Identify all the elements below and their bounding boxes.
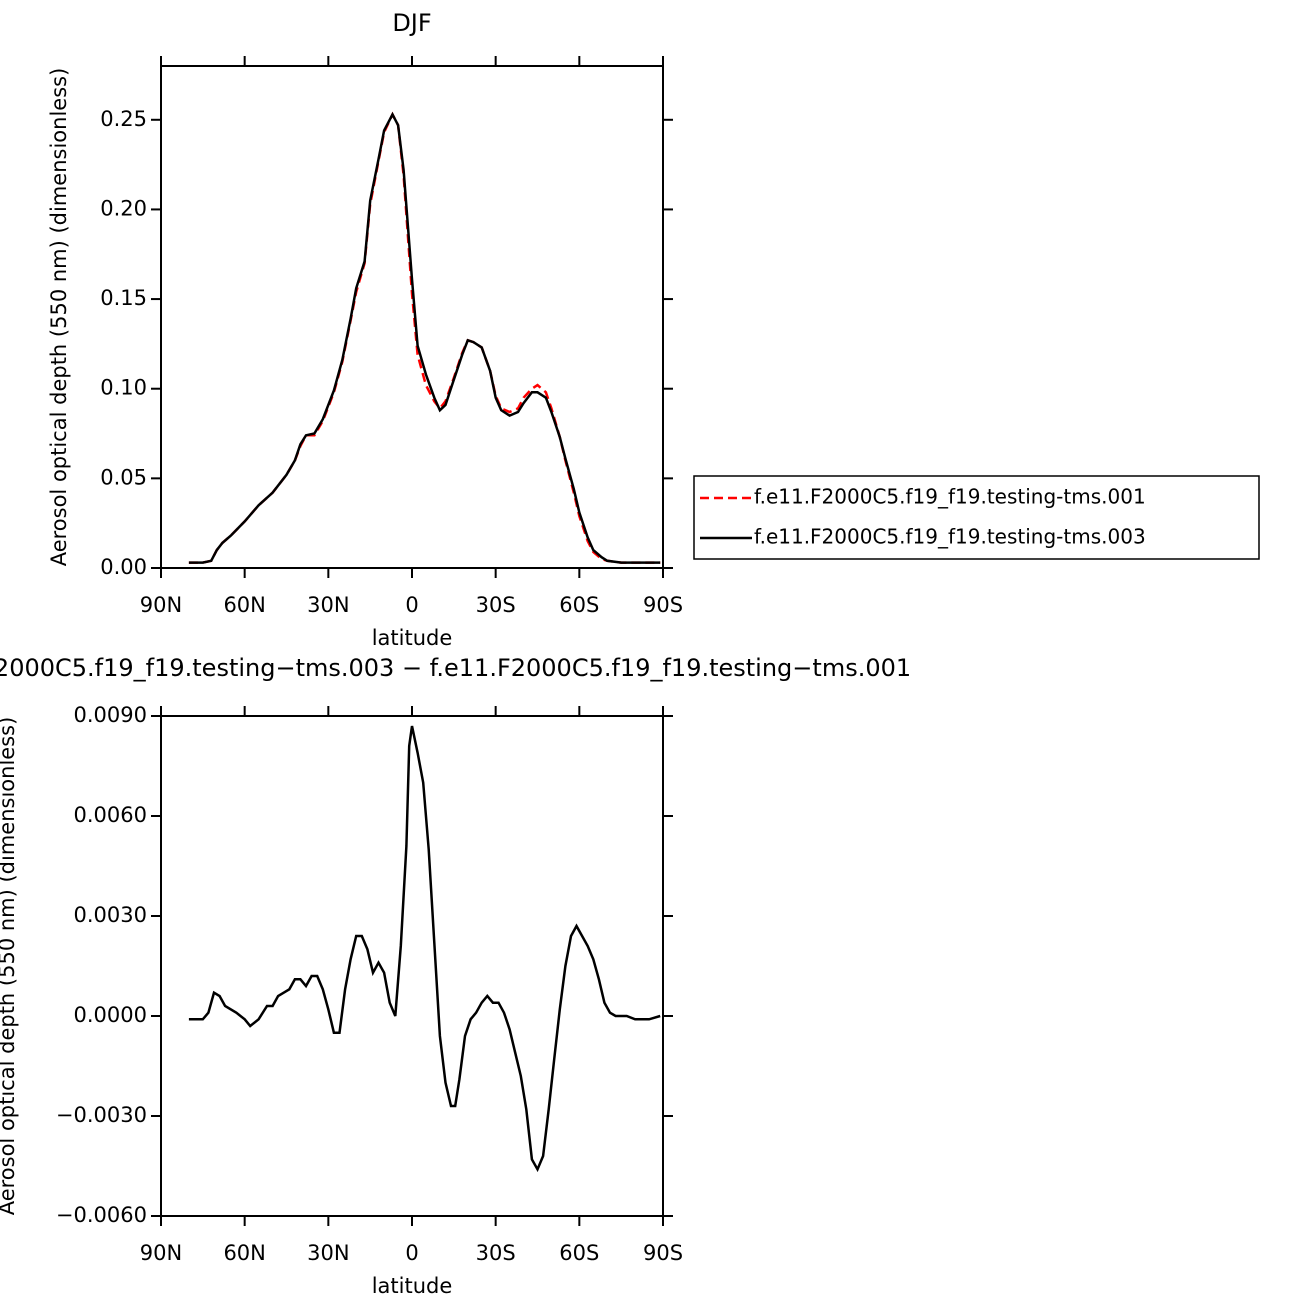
series-line	[188, 111, 661, 564]
y-tick-label: 0.10	[100, 376, 147, 400]
legend-label: f.e11.F2000C5.f19_f19.testing-tms.001	[754, 485, 1146, 509]
plot-frame	[160, 715, 664, 1217]
chart-title: f.e11.F2000C5.f19_f19.testing−tms.003 − …	[0, 654, 911, 682]
x-tick-label: 30N	[307, 1241, 349, 1265]
x-tick-label: 90S	[643, 1241, 683, 1265]
series-line	[188, 725, 661, 1173]
series-line	[188, 111, 661, 564]
x-tick-label: 90S	[643, 593, 683, 617]
x-axis-label: latitude	[372, 1274, 453, 1298]
x-tick-label: 30S	[476, 593, 516, 617]
y-tick-label: 0.0060	[74, 803, 147, 827]
y-tick-label: 0.00	[100, 555, 147, 579]
y-axis-label: Aerosol optical depth (550 nm) (dimensio…	[0, 717, 19, 1216]
plot-frame	[160, 65, 664, 569]
legend-label: f.e11.F2000C5.f19_f19.testing-tms.003	[754, 525, 1146, 549]
x-tick-label: 90N	[140, 1241, 182, 1265]
y-tick-label: 0.15	[100, 286, 147, 310]
y-tick-label: 0.0000	[74, 1003, 147, 1027]
x-tick-label: 0	[405, 593, 418, 617]
x-tick-label: 60N	[223, 1241, 265, 1265]
x-tick-label: 60N	[223, 593, 265, 617]
y-tick-label: 0.05	[100, 465, 147, 489]
x-tick-label: 30S	[476, 1241, 516, 1265]
x-tick-label: 60S	[559, 1241, 599, 1265]
y-tick-label: 0.0090	[74, 703, 147, 727]
y-axis-label: Aerosol optical depth (550 nm) (dimensio…	[47, 68, 71, 567]
y-tick-label: 0.20	[100, 196, 147, 220]
x-tick-label: 60S	[559, 593, 599, 617]
x-tick-label: 90N	[140, 593, 182, 617]
x-axis-label: latitude	[372, 626, 453, 650]
y-tick-label: 0.25	[100, 107, 147, 131]
y-tick-label: −0.0030	[56, 1103, 147, 1127]
legend-box	[693, 475, 1260, 560]
x-tick-label: 30N	[307, 593, 349, 617]
y-tick-label: 0.0030	[74, 903, 147, 927]
chart-title: DJF	[392, 9, 431, 37]
x-tick-label: 0	[405, 1241, 418, 1265]
y-tick-label: −0.0060	[56, 1203, 147, 1227]
